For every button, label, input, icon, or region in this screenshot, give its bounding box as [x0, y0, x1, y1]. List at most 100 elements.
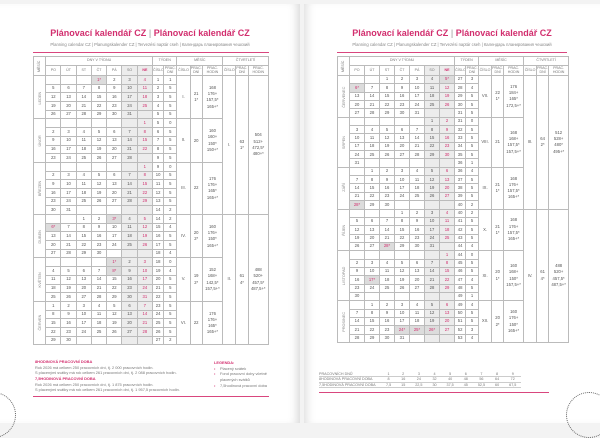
day-cell: 10: [424, 216, 440, 227]
day-cell: 26: [438, 100, 456, 110]
day-cell: 14: [90, 274, 108, 285]
quarter-hours-value: 488: [254, 267, 262, 273]
month-hours-value: 176+: [207, 90, 218, 96]
day-cell: [121, 161, 138, 172]
month-hours-value: 157,5*: [206, 97, 219, 103]
day-header: ST: [379, 65, 395, 76]
quarter-hours-value: 487,5+*: [250, 285, 266, 291]
week-workdays: 3: [465, 74, 480, 85]
quarter-workdays-value: 61: [540, 269, 545, 275]
week-number: 25: [152, 318, 165, 328]
page-title: Plánovací kalendář CZ | Plánovací kalend…: [304, 28, 600, 38]
week-workdays: 2: [163, 335, 178, 346]
month-number-header: ČÍSLO: [478, 65, 493, 76]
quarter-hours-header: PRAC. HODIN: [247, 65, 270, 76]
day-cell: 17: [106, 231, 123, 242]
week-row: 20 21 22 23 24 25 26 17 5: [34, 240, 269, 250]
day-cell: [349, 250, 365, 260]
week-row: 16 17* 18 19 20 21 22 47 4: [338, 275, 569, 285]
day-cell: 19: [438, 91, 456, 102]
week-number: 12: [152, 187, 165, 198]
day-cell: 25: [75, 153, 92, 163]
day-cell: 3: [136, 257, 154, 268]
day-cell: 4: [90, 300, 108, 311]
day-cell: 3: [60, 170, 77, 181]
week-number: 52: [454, 325, 467, 335]
h8-title: 8HODINOVÁ PRACOVNÍ DOBA: [35, 359, 93, 364]
week-number: 2: [152, 83, 165, 94]
title-text: Plánovací kalendář CZ: [455, 28, 552, 38]
day-cell: 21: [75, 101, 92, 111]
day-cell: 10: [75, 309, 92, 320]
day-cell: 9: [379, 308, 395, 318]
day-cell: 31: [136, 292, 154, 302]
week-number: 30: [454, 100, 467, 110]
week-number: 42: [454, 225, 467, 235]
day-cell: 6: [438, 166, 456, 177]
month-hours-value: 168: [208, 84, 216, 90]
quarter-hours-value: 520+: [253, 273, 263, 279]
conversion-value: 64: [490, 376, 505, 383]
day-cell: [364, 158, 380, 168]
week-number: 19: [152, 266, 165, 276]
month-hours-value: 176+: [508, 315, 519, 321]
day-cell: 31: [424, 241, 440, 252]
month-name: ŘÍJEN: [337, 209, 350, 251]
day-cell: [349, 166, 365, 177]
day-cell: [364, 291, 380, 302]
day-cell: [136, 335, 154, 346]
day-cell: 3*: [106, 214, 123, 224]
day-cell: 16: [394, 91, 410, 102]
week-workdays: 5: [465, 266, 480, 277]
day-header: PÁ: [106, 65, 123, 76]
quarter-hours-value: 528+: [553, 135, 564, 141]
week-workdays: 5: [465, 133, 480, 143]
week-row: 16 17 18 19 20 21 22 8 5: [34, 144, 269, 155]
day-cell: 18: [438, 225, 456, 235]
day-cell: 16: [45, 144, 62, 155]
day-cell: 3: [424, 208, 440, 218]
day-cell: [60, 214, 77, 224]
day-cell: [75, 205, 92, 215]
week-workdays: 5: [163, 300, 178, 311]
week-row: 11 12 13 14 15 16 17 20 5: [34, 274, 269, 285]
day-cell: 22: [394, 233, 410, 243]
quarter-holidays-value: 4*: [239, 279, 244, 285]
month-hours-value: 176+: [508, 223, 519, 229]
day-cell: 17: [60, 144, 77, 155]
quarter-holidays-value: 1*: [239, 145, 244, 150]
month-hours-value: 172,5+*: [506, 102, 521, 108]
day-cell: [379, 208, 395, 218]
day-cell: 26: [136, 240, 154, 250]
week-workdays: 4: [465, 300, 480, 310]
day-cell: 26*: [424, 325, 440, 335]
day-cell: 27: [60, 109, 77, 120]
month-hours-value: 160+: [207, 134, 218, 140]
week-row: BŘEZEN 1 9 0 III. 22 176 176+ 165* 165+*: [33, 161, 269, 216]
month-number: I.: [176, 74, 191, 120]
day-header: PO: [349, 65, 365, 76]
week-workdays: 5: [465, 283, 480, 293]
day-cell: [364, 250, 380, 260]
week-workdays: 5: [163, 83, 178, 94]
day-cell: 4: [136, 75, 154, 85]
day-cell: 10: [121, 83, 138, 94]
day-cell: 23: [106, 101, 123, 111]
day-cell: 23: [45, 153, 62, 163]
day-cell: 19: [424, 316, 440, 327]
quarter-workdays: 61 4*: [235, 213, 249, 346]
week-workdays: 5: [465, 216, 480, 227]
calendar-table-h1: MĚSÍC DNY V TÝDNU TÝDEN MĚSÍC ČTVRTLETÍ PO ÚT S…: [33, 56, 270, 346]
day-cell: 5: [394, 258, 410, 268]
week-row: 22 23 24 25 26 27 28 26 5: [34, 326, 269, 337]
quarter-workdays-value: 61: [239, 273, 245, 279]
day-cell: 7: [121, 127, 138, 137]
day-cell: 25: [379, 283, 395, 293]
day-cell: 30: [121, 292, 138, 302]
day-cell: 4: [379, 258, 395, 268]
day-cell: [106, 205, 123, 215]
day-cell: 25: [409, 191, 425, 202]
day-cell: [45, 75, 62, 85]
month-holidays-value: 1*: [194, 97, 199, 103]
day-cell: 30: [379, 200, 395, 210]
